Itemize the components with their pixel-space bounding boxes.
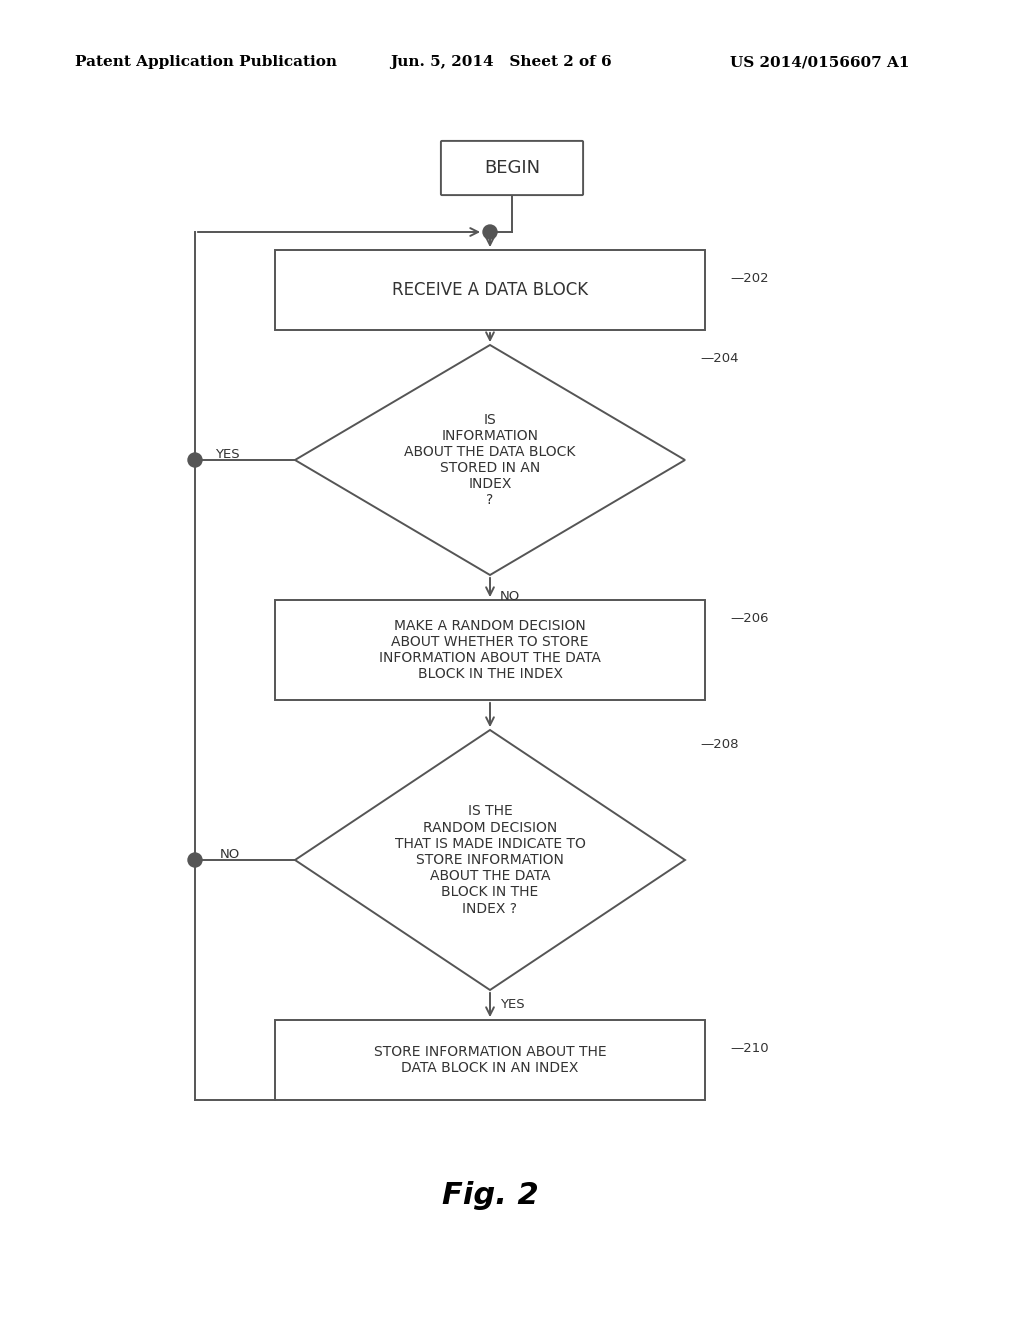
Text: MAKE A RANDOM DECISION
ABOUT WHETHER TO STORE
INFORMATION ABOUT THE DATA
BLOCK I: MAKE A RANDOM DECISION ABOUT WHETHER TO …	[379, 619, 601, 681]
Text: —208: —208	[700, 738, 738, 751]
Text: Fig. 2: Fig. 2	[441, 1180, 539, 1209]
Circle shape	[188, 453, 202, 467]
Text: RECEIVE A DATA BLOCK: RECEIVE A DATA BLOCK	[392, 281, 588, 300]
Text: Jun. 5, 2014   Sheet 2 of 6: Jun. 5, 2014 Sheet 2 of 6	[390, 55, 611, 69]
Text: —204: —204	[700, 351, 738, 364]
Polygon shape	[295, 345, 685, 576]
Bar	[275, 1020, 705, 1100]
Text: YES: YES	[500, 998, 524, 1011]
Bar	[275, 249, 705, 330]
Circle shape	[188, 853, 202, 867]
Text: —206: —206	[730, 611, 768, 624]
Polygon shape	[295, 730, 685, 990]
Text: BEGIN: BEGIN	[484, 158, 540, 177]
Text: NO: NO	[500, 590, 520, 603]
Text: US 2014/0156607 A1: US 2014/0156607 A1	[730, 55, 909, 69]
Text: —210: —210	[730, 1041, 769, 1055]
Text: —202: —202	[730, 272, 769, 285]
Text: IS THE
RANDOM DECISION
THAT IS MADE INDICATE TO
STORE INFORMATION
ABOUT THE DATA: IS THE RANDOM DECISION THAT IS MADE INDI…	[394, 804, 586, 916]
Circle shape	[483, 224, 497, 239]
Text: NO: NO	[220, 847, 240, 861]
Text: IS
INFORMATION
ABOUT THE DATA BLOCK
STORED IN AN
INDEX
?: IS INFORMATION ABOUT THE DATA BLOCK STOR…	[404, 412, 575, 507]
Text: STORE INFORMATION ABOUT THE
DATA BLOCK IN AN INDEX: STORE INFORMATION ABOUT THE DATA BLOCK I…	[374, 1045, 606, 1074]
FancyBboxPatch shape	[441, 141, 583, 195]
Bar	[275, 601, 705, 700]
Text: Patent Application Publication: Patent Application Publication	[75, 55, 337, 69]
Text: YES: YES	[215, 447, 240, 461]
